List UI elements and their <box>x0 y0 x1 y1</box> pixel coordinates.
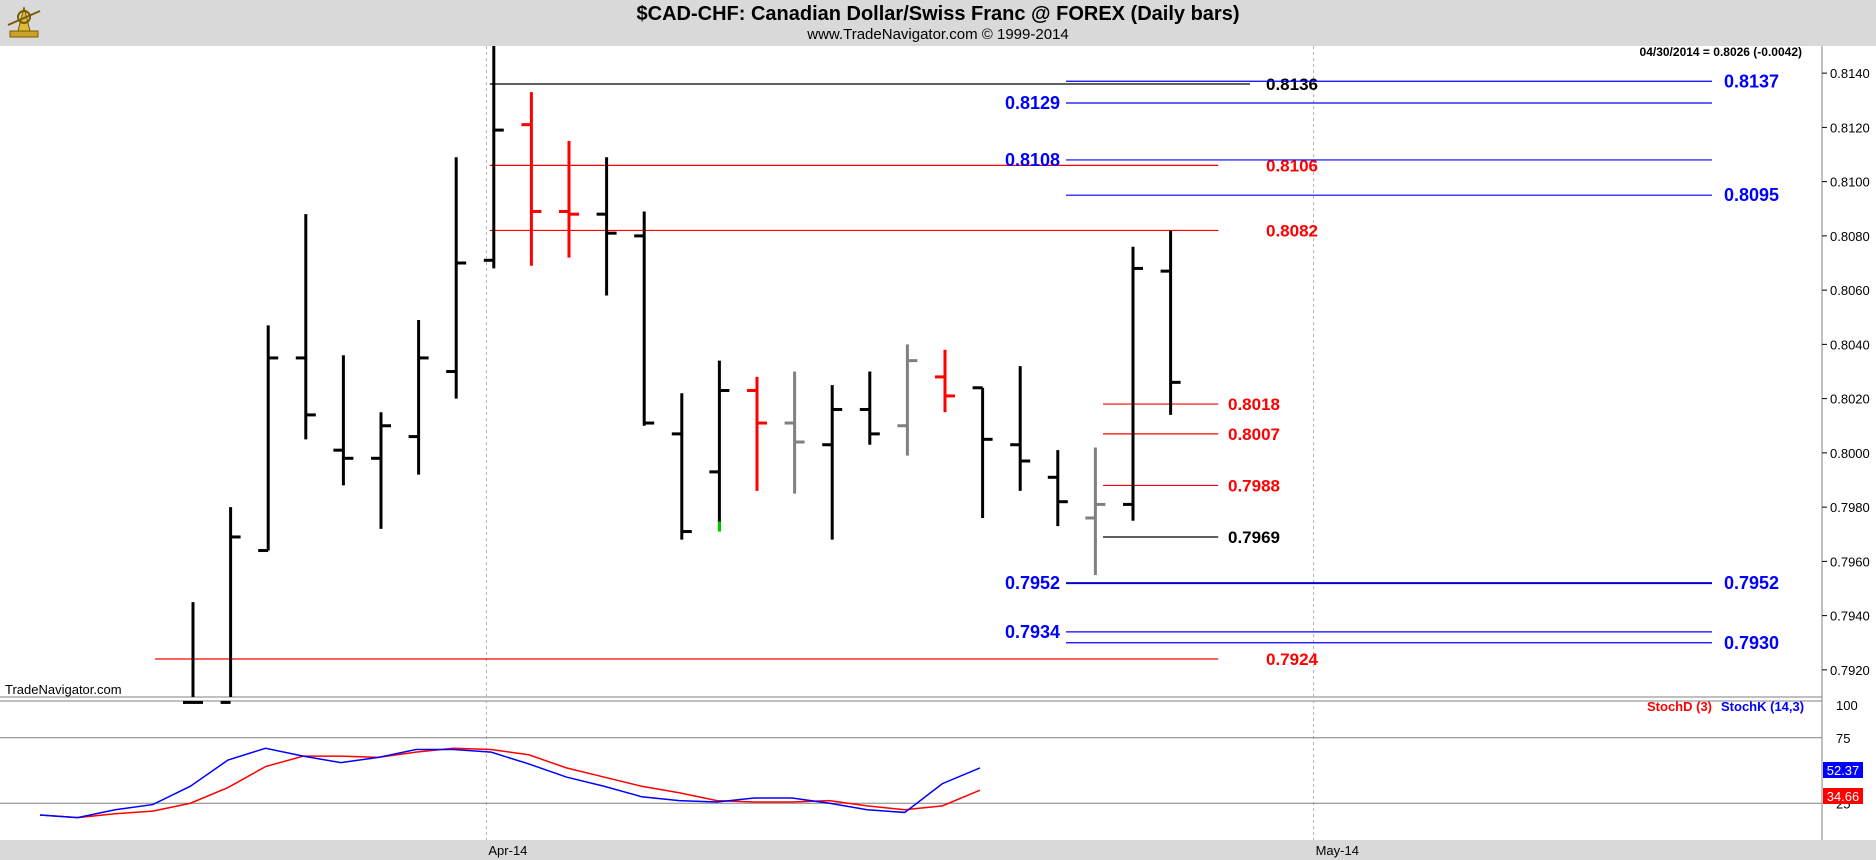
ohlc-bar <box>671 393 692 540</box>
indicator-last-box <box>1823 788 1863 804</box>
ohlc-bar <box>559 140 579 258</box>
y-tick-label: 0.7940 <box>1830 609 1870 624</box>
ohlc-bar <box>972 386 993 518</box>
chart-title: $CAD-CHF: Canadian Dollar/Swiss Franc @ … <box>636 3 1240 25</box>
y-tick-label: 0.7980 <box>1830 500 1870 515</box>
date-axis-bar <box>0 840 1876 860</box>
indicator-last-value: 52.37 <box>1827 763 1860 778</box>
indicator-y-tick: 75 <box>1836 731 1850 746</box>
ohlc-bar <box>295 214 316 440</box>
legend-stochd: StochD (3) <box>1647 699 1712 714</box>
y-tick-label: 0.8040 <box>1830 337 1870 352</box>
chart-subtitle: www.TradeNavigator.com © 1999-2014 <box>807 26 1069 43</box>
fib-label-right: 0.7952 <box>1724 573 1779 593</box>
indicator-last-box <box>1823 762 1863 778</box>
level-label: 0.7969 <box>1228 528 1280 547</box>
ohlc-bar <box>634 211 655 426</box>
level-label: 0.7924 <box>1266 650 1319 669</box>
title-bar <box>0 0 1876 46</box>
ohlc-bar <box>408 319 429 475</box>
y-tick-label: 0.8100 <box>1830 175 1870 190</box>
ohlc-bar <box>220 507 241 704</box>
level-label: 0.8007 <box>1228 425 1280 444</box>
legend-stochk: StochK (14,3) <box>1721 699 1804 714</box>
y-tick-label: 0.8120 <box>1830 120 1870 135</box>
y-tick-label: 0.7960 <box>1830 554 1870 569</box>
y-tick-label: 0.8000 <box>1830 446 1870 461</box>
level-label: 0.8082 <box>1266 221 1318 240</box>
tradenavigator-logo-icon <box>7 6 41 38</box>
ohlc-bar <box>371 412 391 529</box>
ohlc-bar <box>183 602 203 704</box>
indicator-series-line <box>39 747 981 819</box>
ohlc-bar <box>1047 450 1068 527</box>
fib-label-right: 0.8095 <box>1724 185 1779 205</box>
y-tick-label: 0.8140 <box>1830 66 1870 81</box>
ohlc-bar <box>258 325 279 553</box>
fib-label-right: 0.8137 <box>1724 71 1779 91</box>
ohlc-bar <box>1160 230 1181 415</box>
level-label: 0.8018 <box>1228 395 1280 414</box>
ohlc-bar <box>747 376 767 491</box>
ohlc-bar <box>446 157 467 399</box>
level-label: 0.8136 <box>1266 75 1318 94</box>
ohlc-bar <box>483 46 504 269</box>
fib-label-right: 0.7930 <box>1724 633 1779 653</box>
indicator-y-tick: 100 <box>1836 698 1858 713</box>
ohlc-bar <box>1085 447 1106 575</box>
ohlc-bar <box>784 371 805 494</box>
y-tick-label: 0.7920 <box>1830 663 1870 678</box>
indicator-last-value: 34.66 <box>1827 789 1860 804</box>
ohlc-bar <box>521 92 542 266</box>
ohlc-bar <box>859 371 880 445</box>
level-label: 0.8106 <box>1266 156 1318 175</box>
ohlc-bar <box>822 385 843 540</box>
x-tick-label: Apr-14 <box>488 843 527 858</box>
watermark: TradeNavigator.com <box>5 682 122 697</box>
ohlc-bar <box>709 360 730 532</box>
ohlc-bar <box>1010 366 1031 491</box>
level-label: 0.7988 <box>1228 476 1280 495</box>
fib-label-left: 0.7952 <box>1005 573 1060 593</box>
ohlc-bar <box>897 344 918 456</box>
fib-label-left: 0.8129 <box>1005 93 1060 113</box>
ohlc-bar <box>333 355 354 486</box>
x-tick-label: May-14 <box>1316 843 1359 858</box>
ohlc-bar <box>935 349 955 413</box>
fib-label-left: 0.7934 <box>1005 622 1060 642</box>
fib-label-left: 0.8108 <box>1005 150 1060 170</box>
ohlc-bar <box>1123 246 1143 521</box>
y-tick-label: 0.8080 <box>1830 229 1870 244</box>
y-tick-label: 0.8020 <box>1830 392 1870 407</box>
y-tick-label: 0.8060 <box>1830 283 1870 298</box>
ohlc-bar <box>596 157 617 296</box>
last-quote: 04/30/2014 = 0.8026 (-0.0042) <box>1640 45 1802 59</box>
indicator-series-line <box>39 747 981 819</box>
